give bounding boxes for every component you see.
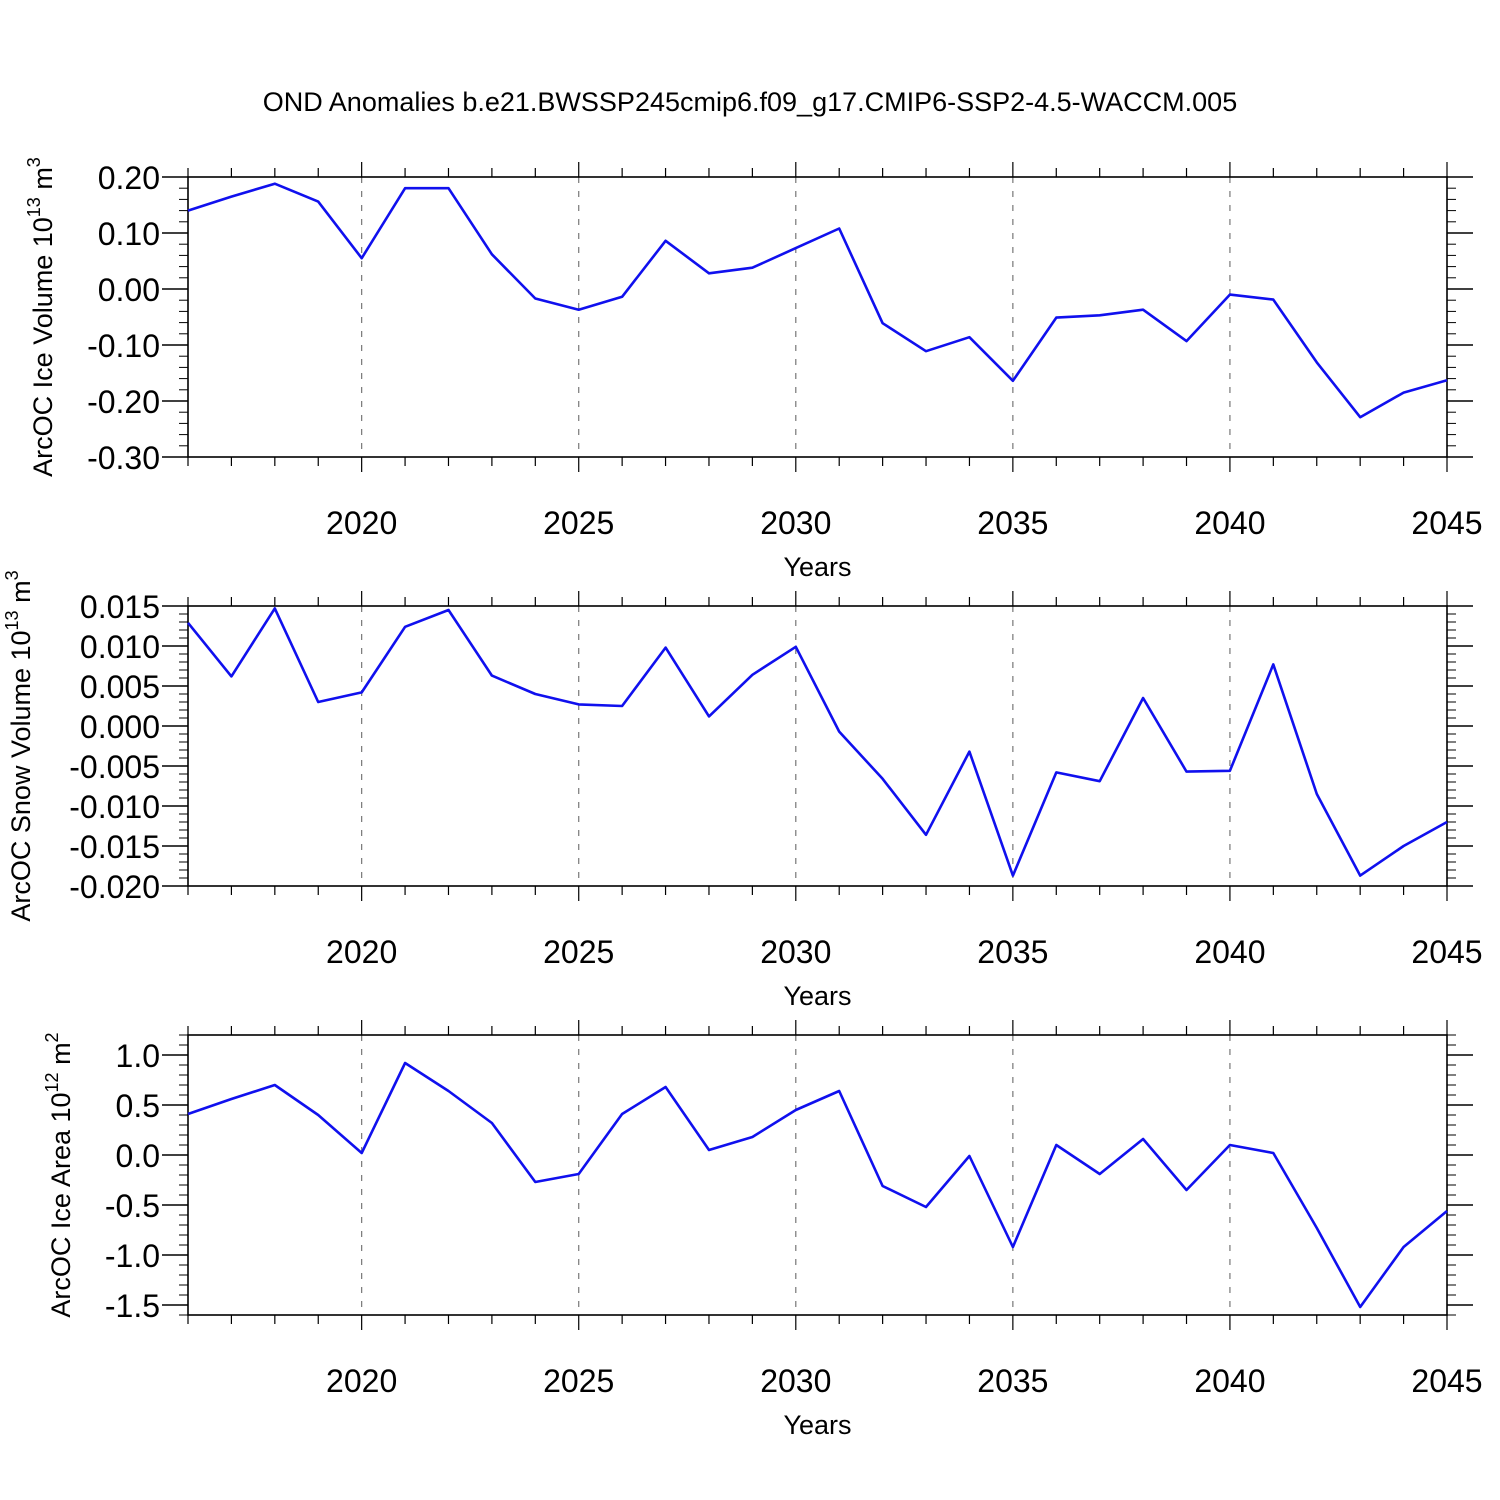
plot-frame (187, 1034, 1448, 1316)
x-axis-label: Years (783, 552, 851, 582)
y-tick-label: 0.000 (80, 709, 160, 745)
x-axis-label: Years (783, 1410, 851, 1440)
series-line (187, 182, 1448, 419)
x-tick-label: 2020 (326, 934, 397, 970)
x-axis-label: Years (783, 981, 851, 1011)
plot-panel-1: 0.20 0.10 0.00 -0.10 -0.20 -0.30 2020 2025 2030 2… (24, 157, 1483, 582)
y-tick-label: -0.015 (69, 829, 160, 865)
chart-title: OND Anomalies b.e21.BWSSP245cmip6.f09_g1… (263, 87, 1237, 117)
y-tick-label: -0.010 (69, 789, 160, 825)
x-tick-label: 2045 (1411, 934, 1482, 970)
y-tick-label: -0.20 (87, 384, 160, 420)
x-tick-label: 2045 (1411, 505, 1482, 541)
x-tick-label: 2025 (543, 505, 614, 541)
y-tick-label: 0.5 (116, 1088, 160, 1124)
x-tick-label: 2020 (326, 1363, 397, 1399)
x-tick-label: 2040 (1194, 505, 1265, 541)
x-tick-label: 2030 (760, 505, 831, 541)
y-tick-label: 0.015 (80, 589, 160, 625)
y-axis-label: ArcOC Ice Area 1012 m2 (42, 1032, 76, 1317)
y-tick-label: -0.020 (69, 869, 160, 905)
x-tick-label: 2035 (977, 934, 1048, 970)
y-tick-label: -0.10 (87, 328, 160, 364)
x-tick-label: 2020 (326, 505, 397, 541)
x-tick-label: 2030 (760, 934, 831, 970)
plot-panel-3: 1.0 0.5 0.0 -0.5 -1.0 -1.5 2020 2025 2030 2035 204… (42, 1020, 1483, 1440)
plot-frame (187, 605, 1448, 887)
y-tick-label: -0.005 (69, 749, 160, 785)
y-tick-label: 0.005 (80, 669, 160, 705)
x-tick-label: 2025 (543, 934, 614, 970)
y-tick-label: 0.010 (80, 629, 160, 665)
x-tick-label: 2035 (977, 1363, 1048, 1399)
y-tick-label: 0.00 (98, 272, 160, 308)
y-tick-label: -0.30 (87, 440, 160, 476)
y-tick-label: 0.10 (98, 216, 160, 252)
x-tick-label: 2040 (1194, 1363, 1265, 1399)
series-line (187, 1061, 1448, 1309)
y-tick-label: 1.0 (116, 1038, 160, 1074)
y-tick-label: 0.20 (98, 160, 160, 196)
x-tick-label: 2035 (977, 505, 1048, 541)
y-tick-label: -0.5 (105, 1188, 160, 1224)
y-tick-label: 0.0 (116, 1138, 160, 1174)
y-axis-label: ArcOC Snow Volume 1013 m3 (2, 570, 36, 921)
plot-panel-2: 0.015 0.010 0.005 0.000 -0.005 -0.010 -0.015 -0… (2, 570, 1483, 1011)
x-tick-label: 2025 (543, 1363, 614, 1399)
y-tick-label: -1.0 (105, 1238, 160, 1274)
x-tick-label: 2045 (1411, 1363, 1482, 1399)
x-tick-label: 2030 (760, 1363, 831, 1399)
x-tick-label: 2040 (1194, 934, 1265, 970)
series-line (186, 607, 1448, 877)
plot-frame (187, 176, 1448, 458)
y-tick-label: -1.5 (105, 1288, 160, 1324)
y-axis-label: ArcOC Ice Volume 1013 m3 (24, 157, 58, 477)
